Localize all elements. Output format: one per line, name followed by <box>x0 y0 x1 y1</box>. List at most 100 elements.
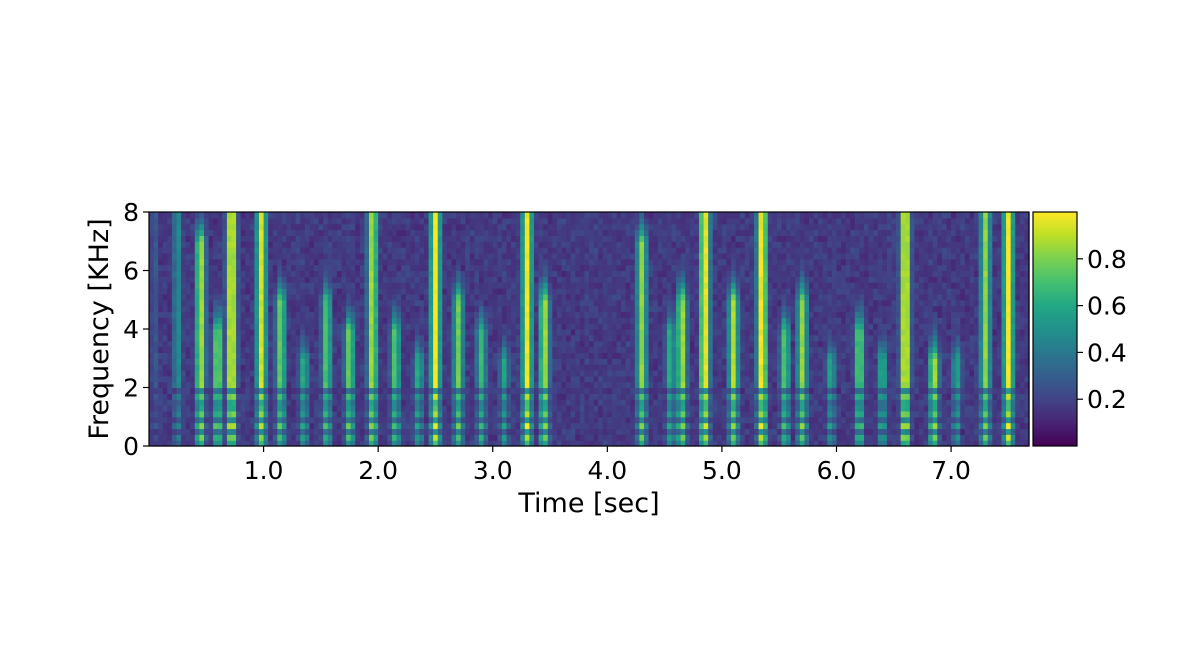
spectrogram-cell <box>245 305 251 313</box>
spectrogram-cell <box>689 334 696 342</box>
spectrogram-cell <box>497 311 503 318</box>
spectrogram-cell <box>336 428 343 435</box>
spectrogram-cell <box>538 393 544 400</box>
spectrogram-cell <box>717 235 723 242</box>
spectrogram-cell <box>194 217 201 225</box>
spectrogram-cell <box>442 440 448 447</box>
spectrogram-cell <box>185 276 191 283</box>
spectrogram-cell <box>433 364 439 371</box>
spectrogram-cell <box>524 369 531 377</box>
spectrogram-cell <box>245 247 251 254</box>
spectrogram-cell <box>639 247 645 254</box>
spectrogram-cell <box>456 399 462 406</box>
spectrogram-cell <box>666 264 673 272</box>
spectrogram-cell <box>566 410 572 418</box>
spectrogram-cell <box>566 247 572 254</box>
spectrogram-cell <box>332 276 338 283</box>
spectrogram-cell <box>277 293 283 301</box>
spectrogram-cell <box>657 340 663 348</box>
spectrogram-cell <box>556 428 563 435</box>
spectrogram-cell <box>479 358 485 365</box>
spectrogram-cell <box>584 264 590 272</box>
spectrogram-cell <box>341 258 347 266</box>
spectrogram-cell <box>666 405 673 412</box>
spectrogram-cell <box>575 428 581 435</box>
spectrogram-cell <box>579 258 586 266</box>
spectrogram-cell <box>213 293 219 301</box>
spectrogram-cell <box>492 334 498 342</box>
spectrogram-cell <box>158 364 164 371</box>
spectrogram-cell <box>149 416 155 424</box>
spectrogram-cell <box>355 258 361 266</box>
spectrogram-cell <box>369 258 375 266</box>
spectrogram-cell <box>153 381 159 389</box>
spectrogram-cell <box>263 235 269 242</box>
spectrogram-cell <box>153 299 159 307</box>
spectrogram-cell <box>529 422 535 430</box>
spectrogram-cell <box>598 305 604 313</box>
spectrogram-cell <box>648 229 654 236</box>
spectrogram-cell <box>634 247 641 254</box>
spectrogram-cell <box>272 276 278 283</box>
spectrogram-cell <box>639 299 645 307</box>
spectrogram-cell <box>350 229 356 236</box>
spectrogram-cell <box>543 428 549 435</box>
spectrogram-cell <box>318 305 324 313</box>
spectrogram-cell <box>547 399 553 406</box>
spectrogram-cell <box>387 375 393 383</box>
spectrogram-cell <box>639 252 645 260</box>
spectrogram-cell <box>185 375 191 383</box>
spectrogram-cell <box>204 317 210 324</box>
spectrogram-cell <box>249 270 256 277</box>
spectrogram-cell <box>162 364 168 371</box>
spectrogram-cell <box>277 405 283 412</box>
spectrogram-cell <box>281 440 288 447</box>
spectrogram-cell <box>694 422 700 430</box>
spectrogram-cell <box>167 288 173 295</box>
spectrogram-cell <box>552 264 558 272</box>
spectrogram-cell <box>492 299 498 307</box>
spectrogram-cell <box>336 276 343 283</box>
spectrogram-cell <box>625 375 631 383</box>
spectrogram-cell <box>662 329 668 336</box>
spectrogram-cell <box>712 387 718 394</box>
spectrogram-cell <box>318 252 324 260</box>
spectrogram-cell <box>561 393 567 400</box>
spectrogram-cell <box>336 212 343 219</box>
spectrogram-cell <box>662 223 668 231</box>
spectrogram-cell <box>625 346 631 353</box>
spectrogram-cell <box>171 358 178 365</box>
spectrogram-cell <box>346 229 352 236</box>
spectrogram-cell <box>556 299 563 307</box>
spectrogram-cell <box>378 212 384 219</box>
spectrogram-cell <box>240 405 246 412</box>
spectrogram-cell <box>666 358 673 365</box>
spectrogram-cell <box>506 399 512 406</box>
spectrogram-cell <box>566 288 572 295</box>
spectrogram-cell <box>433 293 439 301</box>
spectrogram-cell <box>369 405 375 412</box>
spectrogram-cell <box>181 323 187 330</box>
spectrogram-cell <box>401 217 407 225</box>
spectrogram-cell <box>501 264 508 272</box>
spectrogram-cell <box>446 381 453 389</box>
spectrogram-cell <box>300 440 306 447</box>
spectrogram-cell <box>685 311 691 318</box>
spectrogram-cell <box>231 270 237 277</box>
spectrogram-cell <box>185 387 191 394</box>
spectrogram-cell <box>712 340 718 348</box>
spectrogram-cell <box>689 375 696 383</box>
spectrogram-cell <box>249 293 256 301</box>
spectrogram-cell <box>323 428 329 435</box>
spectrogram-cell <box>529 311 535 318</box>
spectrogram-cell <box>249 212 256 219</box>
spectrogram-cell <box>346 381 352 389</box>
spectrogram-cell <box>676 422 682 430</box>
spectrogram-cell <box>318 393 324 400</box>
spectrogram-cell <box>699 282 705 289</box>
spectrogram-cell <box>616 364 622 371</box>
spectrogram-cell <box>414 305 421 313</box>
spectrogram-cell <box>529 387 535 394</box>
spectrogram-cell <box>543 223 549 231</box>
spectrogram-cell <box>410 317 416 324</box>
